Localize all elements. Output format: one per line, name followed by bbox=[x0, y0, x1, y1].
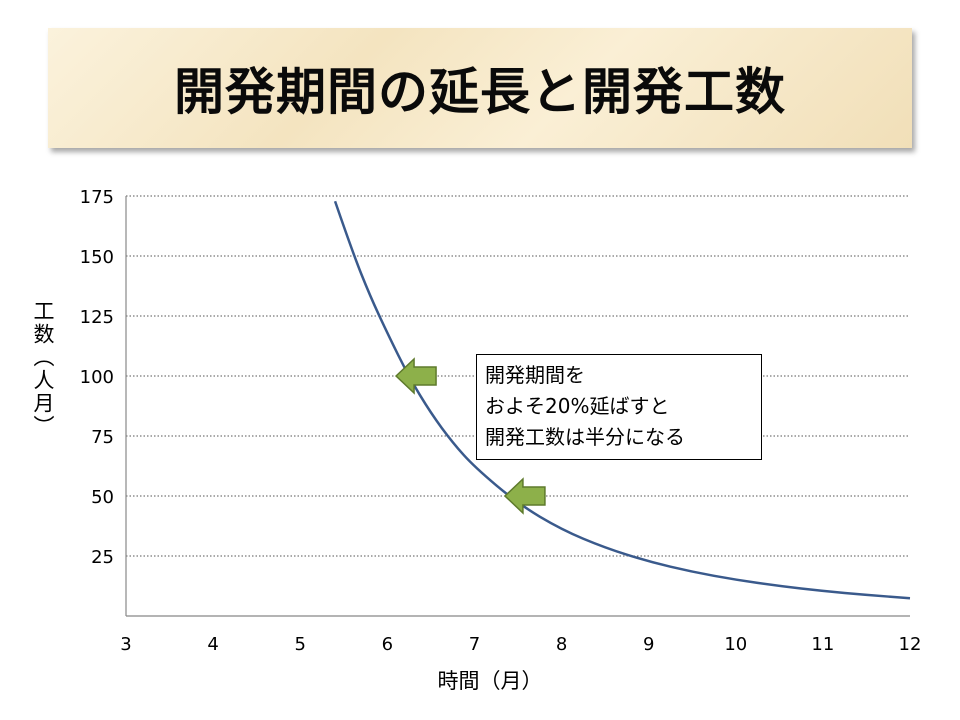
slide-title: 開発期間の延長と開発工数 bbox=[174, 63, 786, 121]
x-axis-label: 時間（月） bbox=[437, 669, 543, 693]
arrow-left-icon bbox=[503, 477, 546, 515]
callout-line: 開発工数は半分になる bbox=[485, 425, 685, 449]
axes bbox=[125, 196, 910, 617]
y-tick-label: 100 bbox=[80, 367, 114, 388]
y-tick-label: 125 bbox=[80, 307, 114, 328]
y-tick-label: 150 bbox=[80, 247, 114, 268]
x-tick-label: 8 bbox=[556, 634, 567, 655]
x-tick-label: 12 bbox=[899, 634, 922, 655]
y-tick-labels: 25 50 75 100 125 150 175 bbox=[80, 187, 114, 568]
callout-line: およそ20%延ばすと bbox=[485, 394, 670, 418]
x-tick-label: 6 bbox=[382, 634, 393, 655]
y-tick-label: 175 bbox=[80, 187, 114, 208]
x-tick-label: 9 bbox=[643, 634, 654, 655]
x-tick-label: 7 bbox=[469, 634, 480, 655]
y-tick-label: 75 bbox=[91, 427, 114, 448]
arrow-annotations bbox=[394, 357, 546, 515]
y-tick-label: 50 bbox=[91, 487, 114, 508]
x-tick-labels: 3 4 5 6 7 8 9 10 11 12 bbox=[120, 634, 921, 655]
x-tick-label: 5 bbox=[294, 634, 305, 655]
x-tick-label: 3 bbox=[120, 634, 131, 655]
arrow-left-icon bbox=[394, 357, 437, 395]
title-banner: 開発期間の延長と開発工数 bbox=[48, 28, 912, 148]
callout-box: 開発期間を およそ20%延ばすと 開発工数は半分になる bbox=[476, 354, 762, 460]
effort-curve-line bbox=[333, 200, 911, 600]
y-axis-label: 工数（人月） bbox=[31, 300, 55, 438]
callout-line: 開発期間を bbox=[485, 363, 585, 387]
y-tick-label: 25 bbox=[91, 547, 114, 568]
x-tick-label: 4 bbox=[207, 634, 218, 655]
x-tick-label: 11 bbox=[811, 634, 834, 655]
x-tick-label: 10 bbox=[724, 634, 747, 655]
